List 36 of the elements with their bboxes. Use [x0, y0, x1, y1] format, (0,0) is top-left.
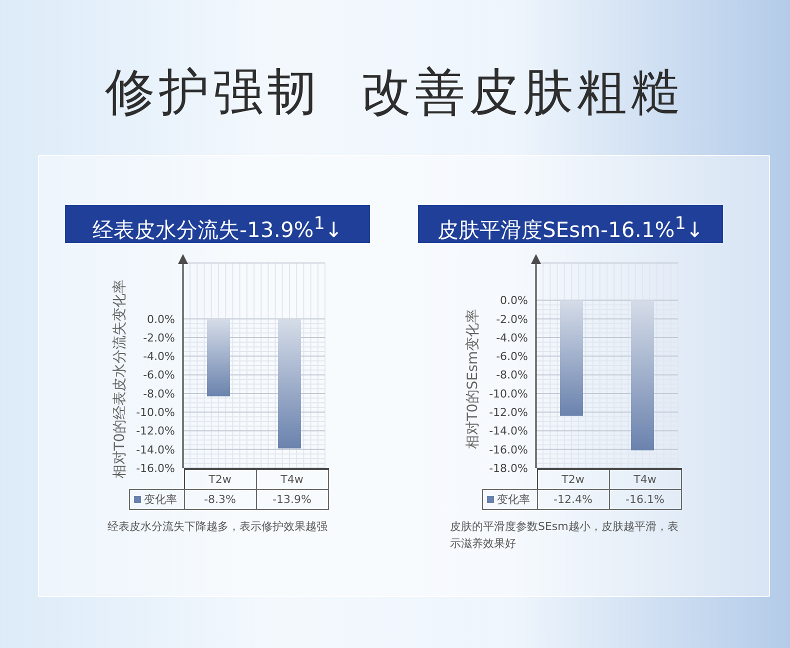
- y-tick-label: -16.0%: [136, 462, 175, 475]
- y-axis-title: 相对T0的SEsm变化率: [465, 308, 481, 450]
- legend-label: 变化率: [497, 493, 530, 506]
- y-tick-label: -12.0%: [489, 406, 528, 419]
- data-label: -8.3%: [184, 490, 256, 510]
- text: 修护强韧 改善皮肤粗糙: [105, 63, 685, 121]
- data-label: -12.4%: [537, 490, 609, 510]
- data-label: -16.1%: [609, 490, 681, 510]
- y-tick-label: -16.0%: [489, 443, 528, 456]
- y-tick-label: 0.0%: [147, 312, 175, 326]
- y-tick-label: -2.0%: [496, 312, 528, 326]
- y-tick-label: -10.0%: [136, 406, 175, 419]
- y-tick-label: -10.0%: [489, 387, 528, 400]
- x-tick-label: T4w: [256, 469, 328, 490]
- y-tick-label: -14.0%: [489, 424, 528, 438]
- y-tick-label: -4.0%: [496, 331, 528, 344]
- y-tick-label: -14.0%: [136, 443, 175, 456]
- y-axis-title: 相对T0的经表皮水分流失变化率: [112, 279, 128, 479]
- y-tick-label: -6.0%: [143, 368, 175, 382]
- chart-title: 皮肤平滑度SEsm-16.1%$^{1}$↓: [437, 214, 704, 242]
- y-tick-label: -12.0%: [136, 424, 175, 438]
- y-tick-label: -6.0%: [496, 350, 528, 364]
- y-tick-label: -4.0%: [143, 350, 175, 364]
- data-label: -13.9%: [256, 490, 328, 510]
- text: 皮肤的平滑度参数SEsm越小，皮肤越平滑，表示滋养效果好: [450, 520, 678, 550]
- y-tick-label: -18.0%: [489, 462, 528, 475]
- y-tick-label: 0.0%: [500, 294, 528, 308]
- x-tick-label: T2w: [184, 469, 256, 490]
- y-tick-label: -8.0%: [143, 387, 175, 400]
- chart-title: 经表皮水分流失-13.9%$^{1}$↓: [92, 214, 343, 242]
- x-tick-label: T4w: [609, 469, 681, 490]
- x-tick-label: T2w: [537, 469, 609, 490]
- y-tick-label: -2.0%: [143, 331, 175, 344]
- legend-label: 变化率: [144, 493, 177, 506]
- y-tick-label: -8.0%: [496, 368, 528, 382]
- text: 经表皮水分流失下降越多，表示修护效果越强: [108, 520, 328, 533]
